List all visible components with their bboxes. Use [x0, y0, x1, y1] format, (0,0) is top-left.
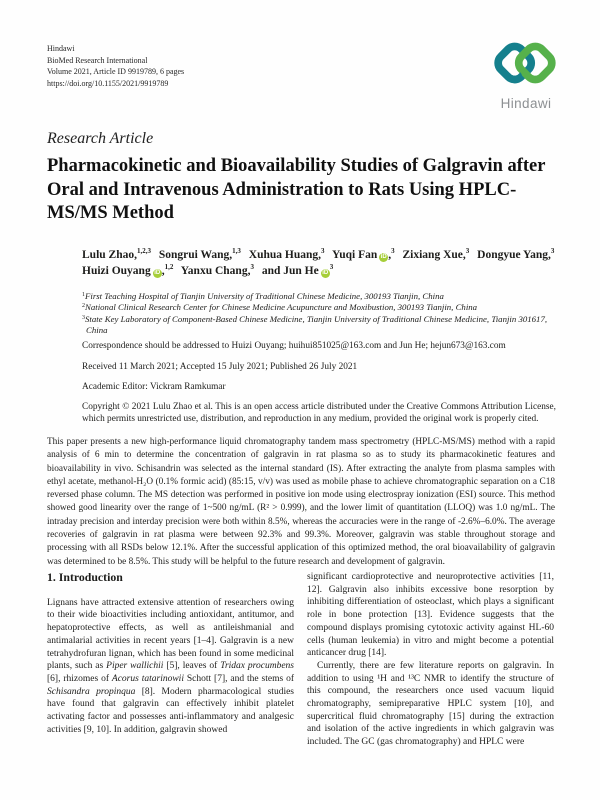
affiliation-sup: 2 [82, 303, 85, 310]
publisher-line: Hindawi [47, 44, 75, 53]
author-list: Lulu Zhao,1,2,3 Songrui Wang,1,3 Xuhua H… [82, 247, 562, 279]
author-sup: 3 [465, 247, 470, 255]
text-segment: Lignans have attracted extensive attenti… [47, 597, 294, 672]
orcid-icon: iD [152, 269, 162, 278]
species-name: Tridax procumbens [220, 661, 294, 672]
paragraph: Currently, there are few literature repo… [307, 660, 554, 748]
affiliation-item: 3State Key Laboratory of Component-Based… [82, 314, 560, 337]
author-sup: 3 [321, 247, 325, 255]
author-name: Lulu Zhao [82, 249, 135, 261]
author-name: Songrui Wang [158, 249, 230, 261]
header-meta: Hindawi BioMed Research International Vo… [47, 43, 184, 89]
abstract-text: This paper presents a new high-performan… [47, 437, 555, 567]
author-sup: 1,2 [164, 263, 174, 271]
author-sep: , [547, 249, 551, 261]
author: Xuhua Huang,3 [248, 247, 325, 262]
author: Lulu Zhao,1,2,3 [82, 247, 151, 262]
doi-line: https://doi.org/10.1155/2021/9919789 [47, 78, 169, 88]
author-name: Xuhua Huang [248, 249, 319, 261]
affiliation-text: State Key Laboratory of Component-Based … [85, 313, 548, 335]
author: Songrui Wang,1,3 [158, 247, 241, 262]
authors-line-2: Huizi Ouyang iD ,1,2 Yanxu Chang,3 and Jun… [82, 263, 562, 279]
author-sep: , [161, 265, 165, 277]
affiliation-item: 2National Clinical Research Center for C… [82, 302, 560, 313]
author-sep: , [229, 249, 233, 261]
article-title: Pharmacokinetic and Bioavailability Stud… [47, 155, 559, 226]
species-name: Acorus tatarinowii [111, 673, 184, 684]
author-name: Yanxu Chang [180, 265, 248, 277]
author-name: Zixiang Xue [402, 249, 463, 261]
two-column-layout: 1. Introduction Lignans have attracted e… [47, 571, 555, 749]
author-sup: 1,3 [232, 247, 241, 255]
correspondence-line: Correspondence should be addressed to Hu… [82, 341, 506, 351]
author-sep: , [388, 249, 392, 261]
affiliation-item: 1First Teaching Hospital of Tianjin Univ… [82, 291, 560, 302]
intro-right-column: significant cardioprotective and neuropr… [307, 571, 554, 749]
logo-wordmark: Hindawi [500, 96, 552, 111]
paragraph: significant cardioprotective and neuropr… [307, 572, 554, 659]
intro-left-column: 1. Introduction Lignans have attracted e… [47, 571, 294, 749]
author: Yuqi Fan iD ,3 [331, 247, 395, 262]
affiliation-text: First Teaching Hospital of Tianjin Unive… [85, 291, 444, 301]
title-line: Pharmacokinetic and Bioavailability Stud… [47, 156, 546, 176]
logo-rings-icon [494, 42, 556, 84]
author: and Jun He iD3 [261, 263, 334, 278]
affiliation-text: National Clinical Research Center for Ch… [85, 302, 478, 313]
copyright-text: Copyright © 2021 Lulu Zhao et al. This i… [82, 402, 556, 424]
text-segment: [5], leaves of [163, 661, 221, 672]
introduction-section: 1. Introduction Lignans have attracted e… [47, 571, 555, 749]
text-segment: Schott [7], and the stems of [183, 673, 294, 684]
author-sup: 3 [550, 247, 555, 255]
intro-heading: 1. Introduction [47, 570, 123, 584]
text-segment: [6], rhizomes of [47, 673, 112, 684]
orcid-icon: iD [320, 269, 330, 278]
title-line: Oral and Intravenous Administration to R… [47, 179, 517, 200]
journal-line: BioMed Research International [47, 55, 148, 65]
dates-line: Received 11 March 2021; Accepted 15 July… [82, 362, 358, 372]
author-name: and Jun He [261, 265, 319, 277]
author-sep: , [134, 249, 137, 261]
orcid-icon: iD [379, 253, 389, 262]
author-name: Yuqi Fan [331, 249, 378, 261]
affiliation-sup: 3 [82, 314, 85, 321]
author-sup: 1,2,3 [136, 247, 151, 255]
academic-editor-line: Academic Editor: Vickram Ramkumar [82, 382, 226, 392]
author: Huizi Ouyang iD ,1,2 [82, 263, 174, 278]
species-name: Schisandra propinqua [47, 686, 136, 697]
author-name: Dongyue Yang [477, 249, 548, 261]
author-sup: 3 [391, 247, 395, 255]
title-line: MS/MS Method [47, 203, 174, 223]
author-sep: , [318, 249, 322, 261]
author-sep: , [462, 249, 466, 261]
author-sup: 3 [250, 263, 254, 271]
species-name: Piper wallichii [106, 661, 164, 672]
hindawi-logo: Hindawi [487, 38, 565, 111]
volume-line: Volume 2021, Article ID 9919789, 6 pages [47, 67, 185, 77]
author-sup: 3 [329, 263, 334, 271]
author-name: Huizi Ouyang [82, 265, 151, 277]
author-sep: , [247, 265, 251, 277]
author: Dongyue Yang,3 [477, 247, 555, 262]
text-segment: [8]. Modern pharmacological studies have… [47, 686, 294, 735]
authors-line-1: Lulu Zhao,1,2,3 Songrui Wang,1,3 Xuhua H… [82, 247, 562, 263]
affiliations: 1First Teaching Hospital of Tianjin Univ… [82, 291, 560, 336]
affiliation-sup: 1 [82, 292, 85, 298]
paragraph: Lignans have attracted extensive attenti… [47, 597, 294, 737]
author: Yanxu Chang,3 [180, 263, 254, 278]
author: Zixiang Xue,3 [402, 247, 470, 262]
article-type-label: Research Article [47, 130, 154, 147]
